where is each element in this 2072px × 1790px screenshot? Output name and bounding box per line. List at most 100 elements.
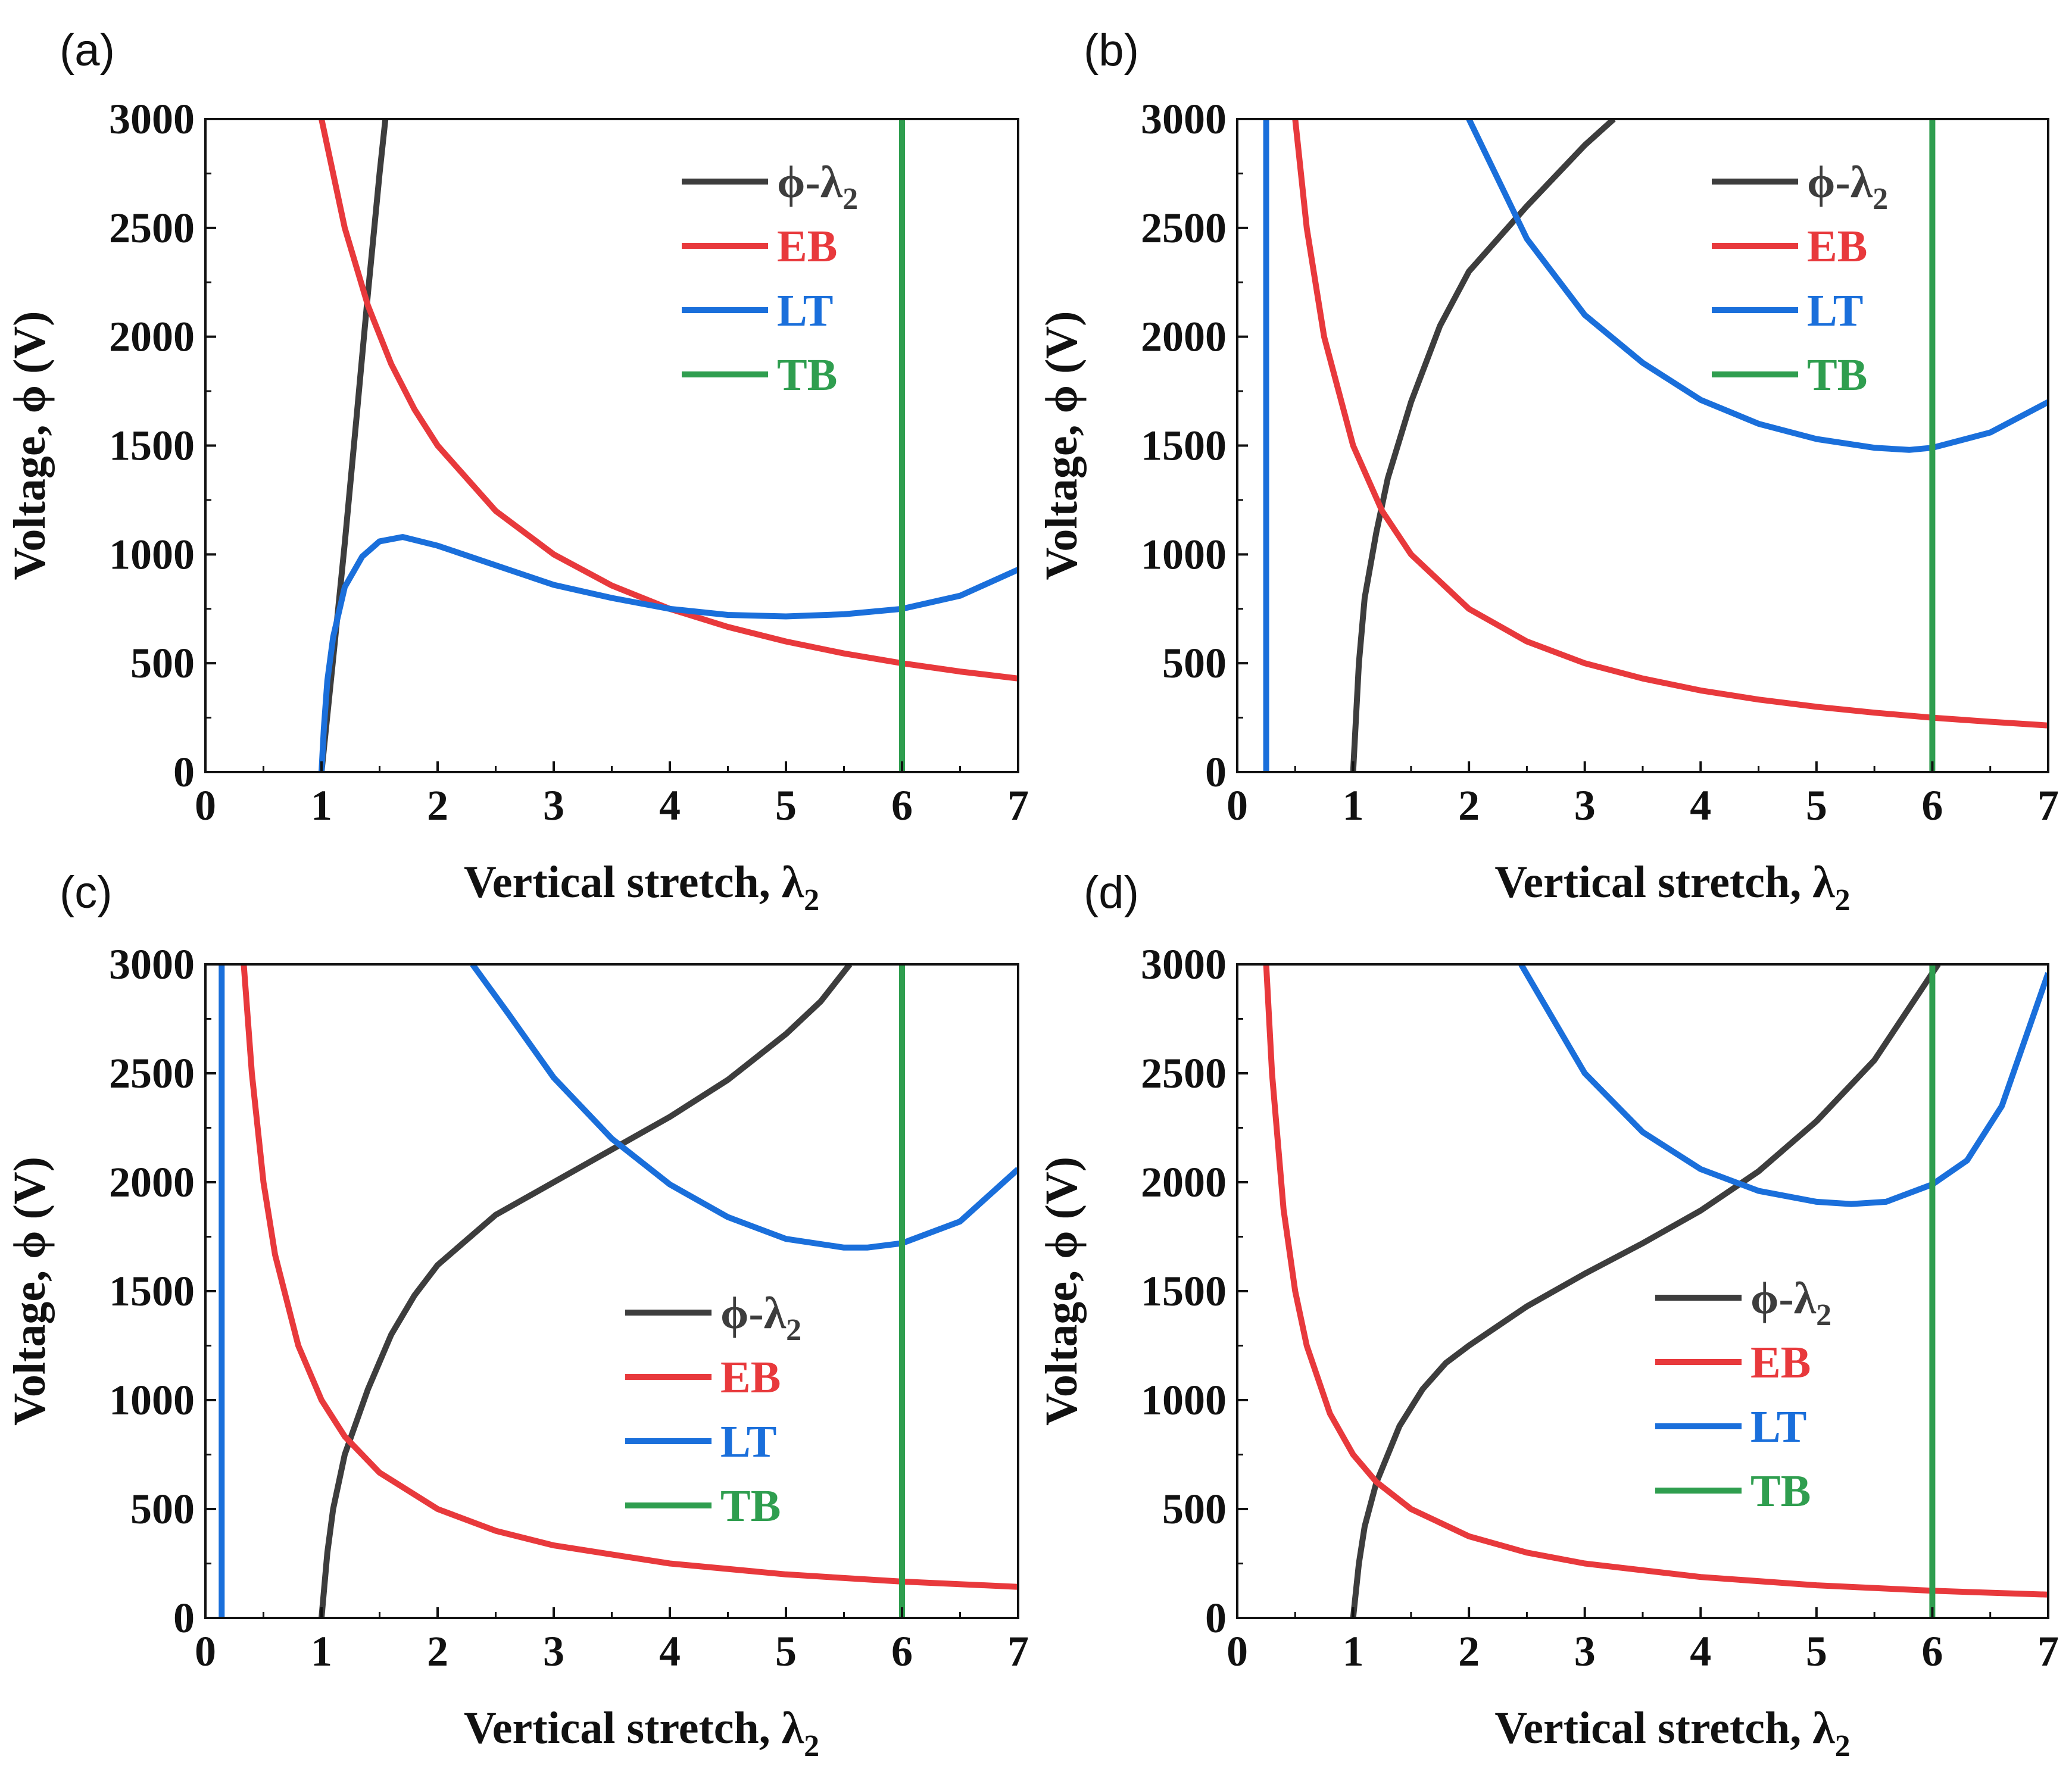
x-axis-title: Vertical stretch, λ2 (1494, 857, 1850, 917)
x-tick-label: 1 (311, 1627, 332, 1675)
plot-frame (1236, 963, 2049, 1619)
chart-panel-4: (d) 0 1 2 3 4 5 6 7 0 500 1000 1500 2000 2500 3000 Verti… (1037, 867, 2059, 1763)
panel-label: (b) (1084, 25, 1139, 76)
x-tick-label: 6 (891, 1627, 913, 1675)
legend-label-text: TB (720, 1481, 781, 1531)
chart-panel-3: (c) 0 1 2 3 4 5 6 7 0 500 1000 1500 2000 2500 3000 Verti… (5, 867, 1029, 1763)
x-axis-title: Vertical stretch, λ2 (1494, 1703, 1850, 1763)
x-tick-label: 7 (2037, 782, 2059, 829)
x-tick-label: 5 (775, 1627, 797, 1675)
y-tick-label: 1000 (1141, 530, 1227, 578)
x-axis-title-text: Vertical stretch, λ (1494, 1703, 1835, 1753)
legend-label: EB (777, 221, 837, 271)
y-axis-title: Voltage, ϕ (V) (1037, 1157, 1087, 1426)
x-tick-label: 0 (195, 1627, 216, 1675)
legend-label-subscript: 2 (786, 1313, 801, 1347)
legend-label-text: LT (777, 286, 833, 336)
y-tick-label: 3000 (109, 95, 195, 143)
y-tick-label: 1500 (1141, 422, 1227, 470)
series-line-lt (1518, 964, 2048, 1207)
y-axis-title: Voltage, ϕ (V) (5, 1157, 55, 1426)
x-axis-title-subscript: 2 (804, 883, 819, 917)
x-tick-label: 2 (1458, 1627, 1480, 1675)
legend-label-text: TB (777, 350, 837, 400)
y-tick-label: 2000 (109, 313, 195, 361)
legend-label-text: ϕ-λ (777, 157, 843, 207)
series-line-phi (319, 964, 853, 1618)
x-tick-label: 5 (775, 782, 797, 829)
legend-label: ϕ-λ2 (777, 157, 858, 216)
series-line-lt (319, 534, 1018, 772)
x-tick-label: 4 (659, 782, 681, 829)
y-tick-label: 0 (173, 748, 195, 796)
y-tick-label: 1500 (1141, 1267, 1227, 1315)
panel-label: (a) (60, 25, 115, 76)
y-tick-label: 1000 (109, 530, 195, 578)
y-axis-title: Voltage, ϕ (V) (5, 311, 55, 580)
x-tick-label: 2 (1458, 782, 1480, 829)
legend-label: TB (1807, 350, 1867, 400)
x-axis-title-text: Vertical stretch, λ (464, 1703, 804, 1753)
series-line-eb (1263, 964, 2048, 1598)
y-tick-label: 2000 (1141, 1158, 1227, 1206)
y-tick-label: 2500 (1141, 1049, 1227, 1097)
legend-label-text: ϕ-λ (720, 1288, 787, 1338)
plot-frame (204, 963, 1019, 1619)
y-tick-label: 1000 (1141, 1376, 1227, 1424)
x-tick-label: 0 (195, 782, 216, 829)
x-tick-label: 5 (1806, 782, 1827, 829)
chart-panel-2: (b) 0 1 2 3 4 5 6 7 0 500 1000 1500 2000 2500 3000 Verti… (1037, 25, 2059, 917)
x-tick-label: 7 (2037, 1627, 2059, 1675)
legend-label-text: EB (777, 221, 837, 271)
y-tick-label: 0 (1205, 1594, 1227, 1642)
x-axis-title-subscript: 2 (804, 1729, 819, 1763)
legend-label-subscript: 2 (1873, 182, 1888, 216)
x-tick-label: 6 (891, 782, 913, 829)
legend-label: ϕ-λ2 (720, 1288, 801, 1347)
x-tick-label: 4 (659, 1627, 681, 1675)
y-tick-label: 2500 (109, 1049, 195, 1097)
legend-label-text: LT (1750, 1402, 1806, 1452)
series-line-lt (470, 964, 1018, 1251)
legend-label: TB (777, 350, 837, 400)
x-axis-title-subscript: 2 (1835, 1729, 1851, 1763)
x-tick-label: 3 (543, 782, 564, 829)
legend-label-subscript: 2 (842, 182, 858, 216)
x-tick-label: 0 (1227, 1627, 1248, 1675)
legend-label-text: LT (1807, 286, 1863, 336)
legend-label: LT (1750, 1402, 1806, 1452)
y-tick-label: 1500 (109, 422, 195, 470)
legend-label-subscript: 2 (1816, 1298, 1831, 1332)
legend-label: EB (1807, 221, 1867, 271)
series-line-eb (319, 119, 1018, 682)
y-tick-label: 500 (130, 1485, 195, 1533)
x-tick-label: 4 (1690, 782, 1711, 829)
legend-label: LT (777, 286, 833, 336)
legend-label-text: EB (1750, 1338, 1811, 1388)
legend-label: TB (1750, 1466, 1811, 1516)
x-tick-label: 6 (1921, 1627, 1943, 1675)
x-tick-label: 0 (1227, 782, 1248, 829)
legend-label: TB (720, 1481, 781, 1531)
x-tick-label: 3 (1574, 782, 1596, 829)
series-line-eb (241, 964, 1018, 1590)
y-tick-label: 500 (1162, 639, 1227, 687)
x-axis-title-text: Vertical stretch, λ (464, 857, 804, 907)
y-tick-label: 3000 (1141, 941, 1227, 988)
y-tick-label: 2000 (109, 1158, 195, 1206)
legend-label: LT (1807, 286, 1863, 336)
y-tick-label: 500 (1162, 1485, 1227, 1533)
x-tick-label: 5 (1806, 1627, 1827, 1675)
x-tick-label: 1 (1343, 782, 1364, 829)
series-line-eb (1292, 119, 2048, 729)
legend-label-text: TB (1750, 1466, 1811, 1516)
x-tick-label: 3 (1574, 1627, 1596, 1675)
legend-label: ϕ-λ2 (1807, 157, 1888, 216)
legend-label-text: ϕ-λ (1807, 157, 1873, 207)
series-line-phi (1350, 964, 1941, 1618)
x-tick-label: 7 (1007, 782, 1029, 829)
